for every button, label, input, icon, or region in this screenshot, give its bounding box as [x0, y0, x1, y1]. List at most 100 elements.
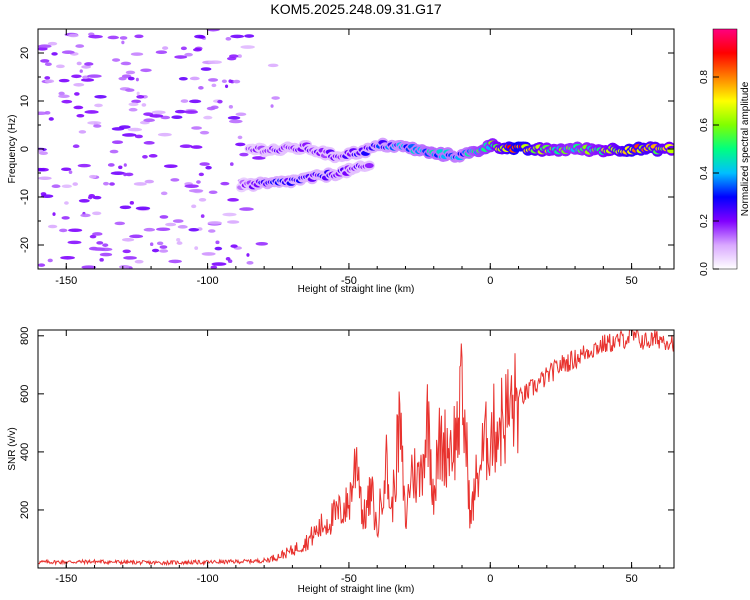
- y-tick-label: 200: [19, 501, 31, 519]
- noise-speck: [125, 88, 135, 92]
- snr-y-axis-label: SNR (v/v): [7, 427, 18, 470]
- noise-speck: [190, 145, 203, 149]
- noise-speck: [217, 99, 223, 104]
- noise-speck: [119, 205, 132, 210]
- chart-title: KOM5.2025.248.09.31.G17: [270, 1, 441, 17]
- noise-speck: [136, 91, 140, 96]
- noise-speck: [52, 212, 56, 216]
- y-tick-label: -10: [19, 189, 31, 205]
- noise-speck: [220, 181, 230, 186]
- noise-speck: [123, 163, 127, 167]
- noise-speck: [191, 126, 202, 130]
- x-tick-label: -150: [55, 573, 77, 585]
- noise-speck: [200, 67, 212, 71]
- noise-speck: [159, 245, 168, 249]
- x-tick-label: 50: [625, 275, 637, 287]
- noise-speck: [143, 118, 155, 123]
- noise-speck: [246, 261, 254, 265]
- noise-speck: [92, 195, 102, 200]
- noise-speck: [121, 237, 135, 242]
- noise-speck: [180, 46, 187, 51]
- noise-speck: [170, 178, 180, 182]
- noise-speck: [227, 116, 241, 120]
- noise-speck: [189, 76, 200, 81]
- noise-speck: [168, 259, 182, 264]
- spectrogram-y-axis-label: Frequency (Hz): [7, 115, 18, 184]
- noise-speck: [189, 99, 202, 104]
- noise-speck: [198, 172, 204, 177]
- noise-speck: [84, 62, 94, 66]
- noise-speck: [201, 252, 216, 256]
- noise-speck: [214, 246, 223, 251]
- colorbar-ticks: 0.0 0.2 0.4 0.6 0.8: [699, 70, 719, 276]
- noise-speck: [107, 35, 120, 40]
- noise-speck: [210, 105, 219, 110]
- noise-speck: [81, 265, 97, 269]
- noise-speck: [64, 201, 69, 205]
- noise-speck: [211, 262, 227, 266]
- colorbar-label: Normalized spectral amplitude: [740, 81, 750, 216]
- noise-speck: [94, 103, 103, 108]
- noise-speck: [165, 222, 177, 227]
- noise-speck: [123, 172, 127, 177]
- noise-speck: [135, 206, 151, 211]
- noise-speck: [44, 79, 55, 84]
- noise-speck: [60, 255, 75, 260]
- snr-marks: [38, 330, 674, 567]
- noise-speck: [160, 115, 171, 120]
- noise-speck: [129, 234, 144, 239]
- noise-speck: [80, 78, 95, 82]
- noise-speck: [87, 195, 93, 200]
- noise-speck: [107, 163, 115, 167]
- noise-speck: [44, 111, 51, 115]
- x-tick-label: 0: [487, 275, 493, 287]
- noise-speck: [72, 144, 80, 149]
- noise-speck: [156, 227, 171, 232]
- noise-speck: [68, 33, 79, 38]
- snr-line: [38, 330, 674, 567]
- noise-speck: [184, 52, 193, 57]
- noise-speck: [44, 76, 51, 80]
- y-tick-label: 20: [19, 47, 31, 59]
- noise-speck: [136, 94, 145, 99]
- y-tick-label: 10: [19, 95, 31, 107]
- noise-speck: [246, 253, 250, 257]
- noise-speck: [44, 62, 52, 66]
- spectrogram-y-ticks: -20 -10 0 10 20: [19, 28, 674, 270]
- noise-speck: [210, 265, 218, 269]
- noise-speck: [228, 105, 233, 109]
- noise-speck: [48, 117, 54, 121]
- colorbar-tick-label: 0.6: [699, 118, 710, 132]
- colorbar: 0.0 0.2 0.4 0.6 0.8 Normalized spectral ampl…: [699, 28, 750, 276]
- noise-speck: [171, 115, 183, 120]
- noise-speck: [72, 182, 78, 186]
- noise-speck: [155, 50, 168, 54]
- noise-speck: [122, 249, 131, 254]
- snr-y-ticks: 200 400 600 800: [19, 327, 674, 519]
- noise-speck: [125, 70, 136, 75]
- noise-speck: [84, 110, 99, 114]
- snr-x-ticks: -150 -100 -50 0 50: [37, 330, 661, 585]
- noise-speck: [73, 105, 84, 110]
- noise-speck: [38, 151, 48, 155]
- noise-speck: [38, 176, 52, 181]
- noise-speck: [40, 59, 50, 63]
- noise-speck: [244, 34, 255, 38]
- noise-speck: [102, 243, 109, 247]
- noise-speck: [120, 61, 132, 66]
- noise-speck: [121, 40, 125, 45]
- noise-speck: [114, 221, 126, 226]
- x-tick-label: 50: [625, 573, 637, 585]
- noise-speck: [194, 246, 199, 250]
- spectrogram-x-axis-label: Height of straight line (km): [298, 284, 415, 295]
- spectrogram-x-ticks: -150 -100 -50 0 50: [37, 29, 661, 287]
- noise-speck: [222, 212, 237, 217]
- y-tick-label: 0: [19, 146, 31, 152]
- noise-speck: [61, 184, 72, 189]
- noise-speck: [118, 165, 123, 170]
- noise-speck: [80, 213, 91, 218]
- noise-speck: [134, 134, 143, 139]
- noise-speck: [61, 167, 72, 172]
